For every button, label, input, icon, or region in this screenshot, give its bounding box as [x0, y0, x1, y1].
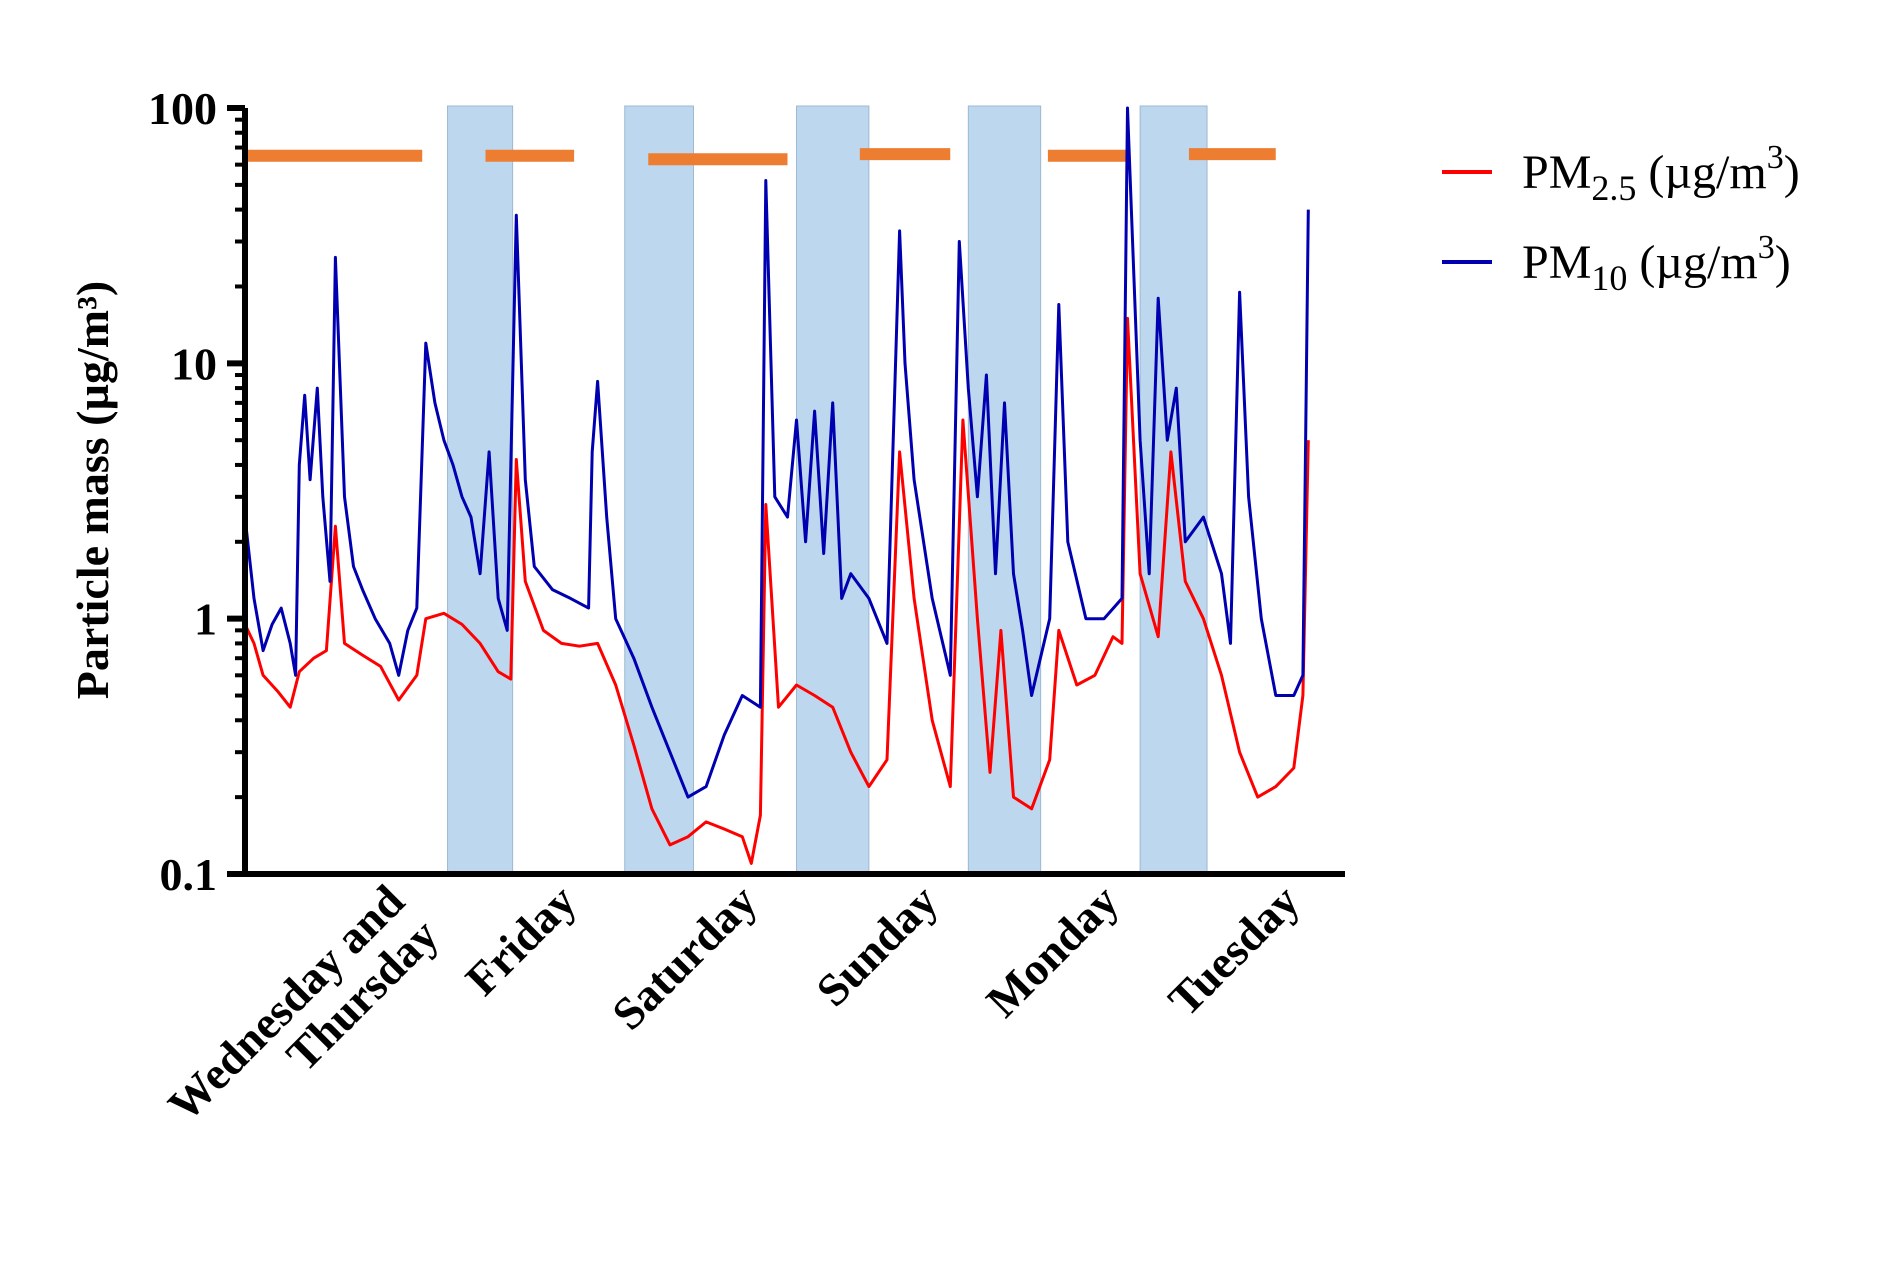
shaded-bands: [447, 105, 1208, 875]
x-tick-labels: Wednesday andThursday Friday Saturday Sunda…: [158, 875, 1309, 1165]
shaded-band-5: [1139, 105, 1208, 875]
shaded-band-1: [447, 105, 514, 875]
orange-bars: [245, 148, 1276, 166]
axes: [242, 108, 1345, 877]
x-tick-label: Saturday: [602, 875, 766, 1039]
series-line-pm25: [243, 316, 1310, 865]
shaded-band-3: [796, 105, 870, 875]
x-tick-label: Friday: [456, 875, 586, 1005]
y-tick-label: 1: [194, 594, 217, 645]
shaded-band-2: [624, 105, 694, 875]
legend: PM2.5 (µg/m3) PM10 (µg/m3): [1442, 139, 1800, 298]
y-tick-label: 100: [148, 83, 217, 134]
legend-label: PM10 (µg/m3): [1522, 229, 1791, 298]
y-axis-label: Particle mass (µg/m³): [67, 281, 118, 699]
x-tick-label: Tuesday: [1158, 875, 1309, 1026]
series-line-pm10: [243, 106, 1310, 799]
y-tick-label: 0.1: [160, 849, 218, 900]
y-ticks: 0.1 1 10 100: [148, 83, 245, 900]
legend-label: PM2.5 (µg/m3): [1522, 139, 1800, 208]
series-lines: [243, 106, 1310, 865]
x-tick-label: Wednesday andThursday: [158, 875, 448, 1165]
x-tick-label: Sunday: [806, 875, 947, 1016]
shaded-band-4: [967, 105, 1042, 875]
x-tick-label: Monday: [976, 875, 1128, 1027]
y-tick-label: 10: [171, 338, 217, 389]
